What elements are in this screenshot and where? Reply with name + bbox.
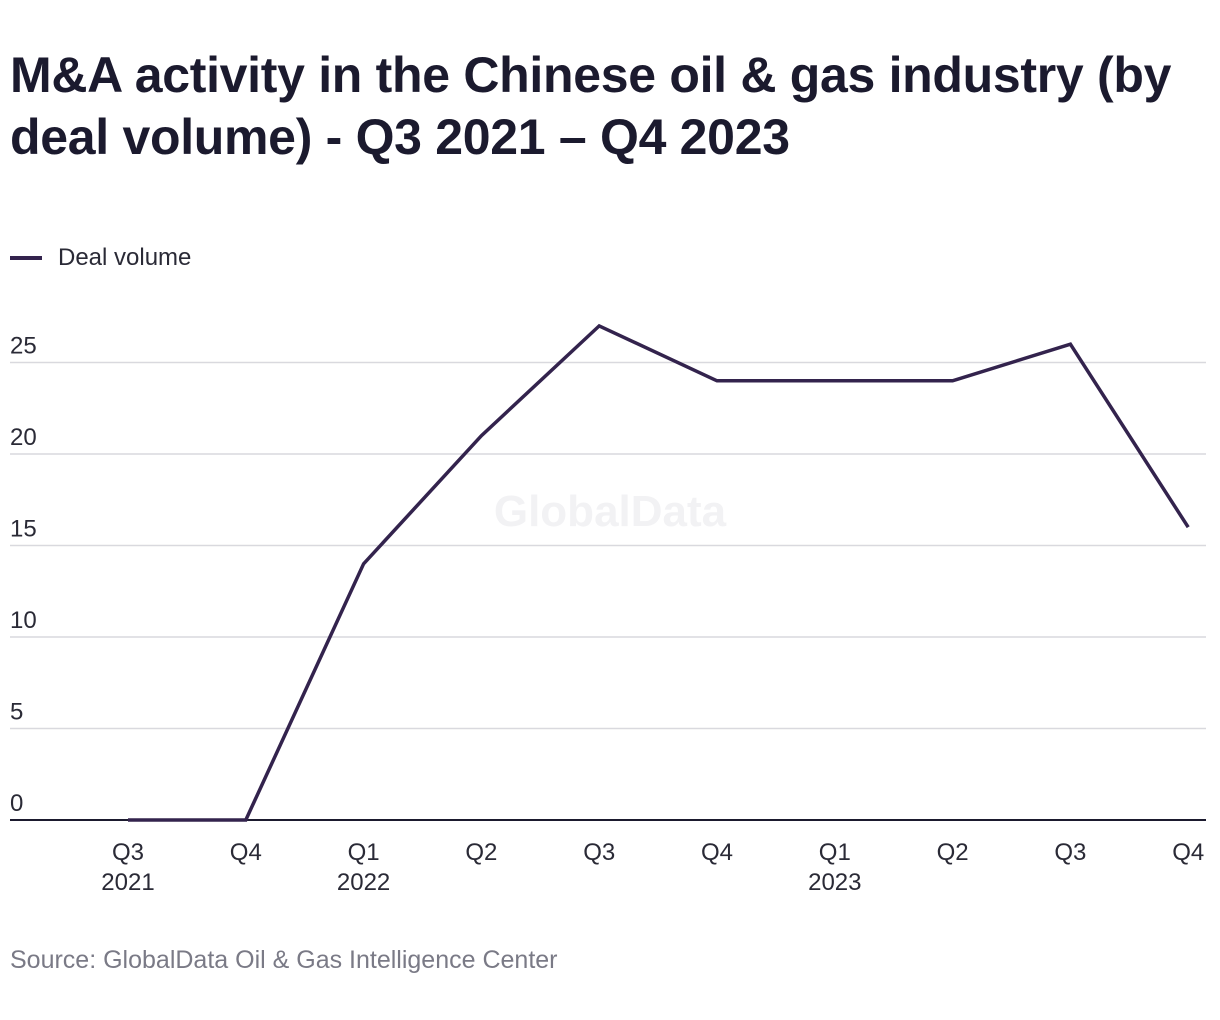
x-tick-label-6: Q4 xyxy=(701,839,733,866)
watermark: GlobalData xyxy=(494,487,727,536)
x-tick-label-8: Q2 xyxy=(937,839,969,866)
x-tick-label-9: Q3 xyxy=(1054,839,1086,866)
legend-label: Deal volume xyxy=(58,244,192,271)
x-tick-year-label-2023: 2023 xyxy=(808,869,861,896)
legend-swatch xyxy=(10,256,42,260)
chart-title: M&A activity in the Chinese oil & gas in… xyxy=(10,47,1172,165)
y-tick-label-20: 20 xyxy=(10,424,37,451)
series-line-deal-volume xyxy=(128,323,1190,822)
x-tick-label-10: Q4 xyxy=(1172,839,1204,866)
y-tick-label-25: 25 xyxy=(10,333,37,360)
x-tick-label-2: Q4 xyxy=(230,839,262,866)
x-tick-label-4: Q2 xyxy=(465,839,497,866)
x-tick-label-5: Q3 xyxy=(583,839,615,866)
y-tick-label-15: 15 xyxy=(10,516,37,543)
gridlines xyxy=(10,361,1206,730)
legend: Deal volume xyxy=(10,240,191,276)
y-tick-label-0: 0 xyxy=(10,790,23,817)
y-tick-label-10: 10 xyxy=(10,607,37,634)
x-tick-label-7: Q1 xyxy=(819,839,851,866)
x-tick-year-label-2022: 2022 xyxy=(337,869,390,896)
x-tick-label-1: Q3 xyxy=(112,839,144,866)
x-axis-ticks: Q3 2021 Q4 Q1 2022 Q2 Q3 Q4 Q1 2023 Q2 Q3 Q4 xyxy=(101,839,1204,896)
x-tick-year-label-2021: 2021 xyxy=(101,869,154,896)
y-tick-label-5: 5 xyxy=(10,699,23,726)
source-note: Source: GlobalData Oil & Gas Intelligenc… xyxy=(10,946,558,974)
y-axis-ticks: 0 5 10 15 20 25 xyxy=(10,333,37,818)
x-tick-label-3: Q1 xyxy=(348,839,380,866)
